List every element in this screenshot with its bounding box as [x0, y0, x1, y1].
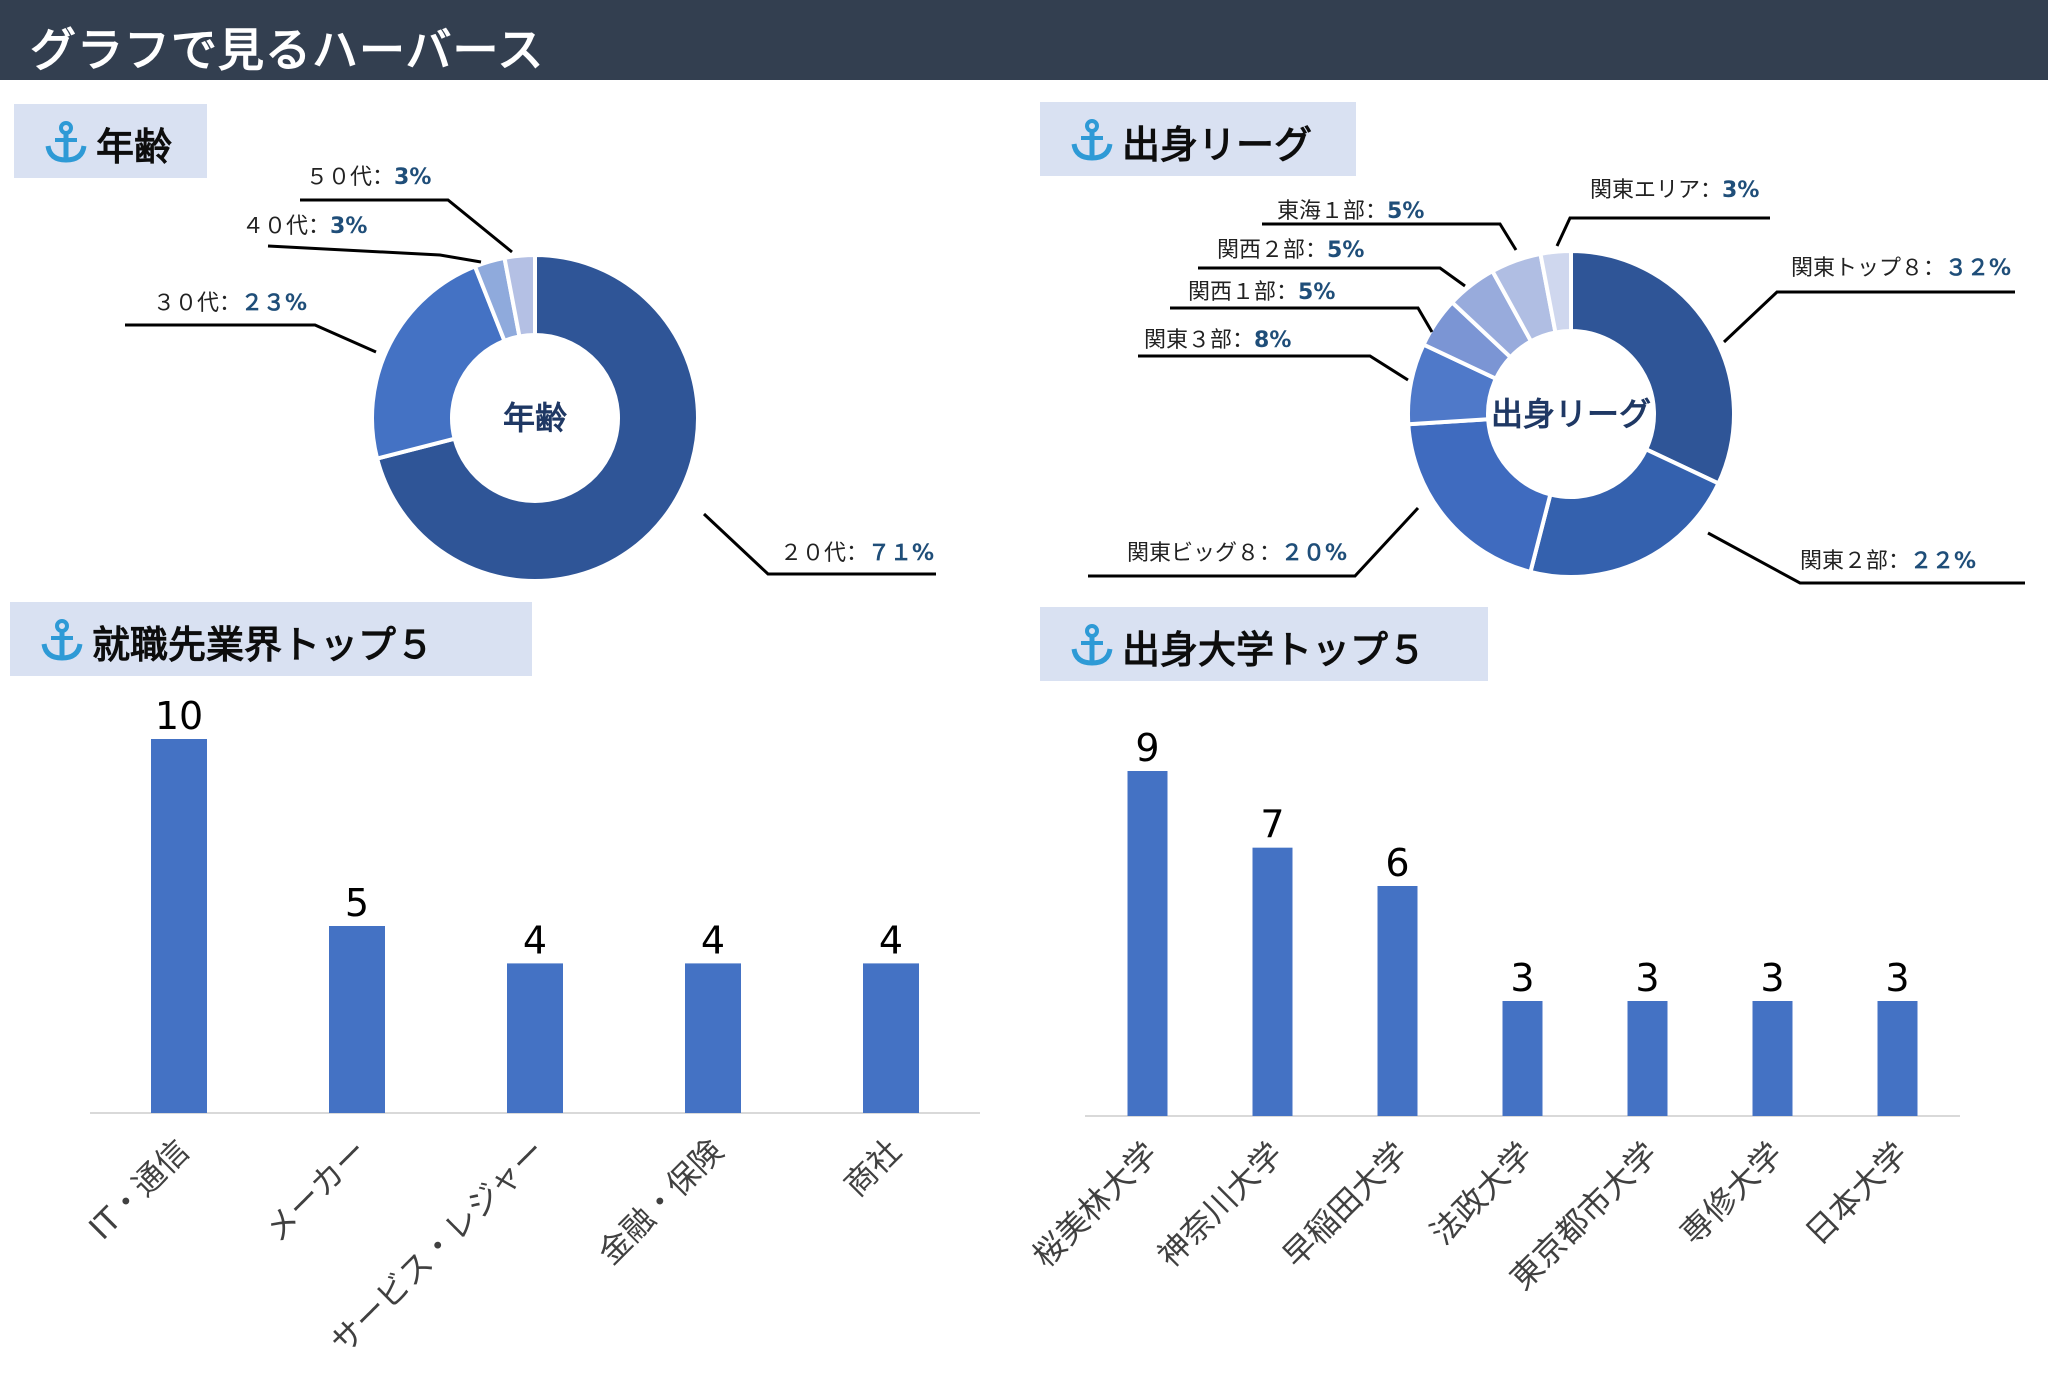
league-data-label: 関東ビッグ８：２０% [1127, 541, 1347, 566]
section-title-league: 出身リーグ [1122, 123, 1313, 167]
university-value-label: 3 [1760, 956, 1784, 1000]
age-slice [370, 263, 508, 461]
university-bar [1627, 1001, 1668, 1116]
university-category-label: 桜美林大学 [1025, 1135, 1165, 1275]
section-title-university: 出身大学トップ５ [1122, 628, 1427, 672]
industry-bar [329, 926, 385, 1113]
league-leader-line [1262, 222, 1518, 251]
league-leader-line [1170, 306, 1434, 333]
university-value-label: 3 [1885, 956, 1909, 1000]
university-bar [1377, 886, 1418, 1116]
university-bar [1752, 1001, 1793, 1116]
industry-category-label: 金融・保険 [591, 1132, 731, 1272]
league-leader-line [1198, 266, 1466, 288]
league-data-label: 関西２部：5% [1217, 238, 1364, 263]
industry-bar [507, 963, 563, 1113]
age-slice [374, 252, 700, 583]
industry-value-label: 10 [155, 694, 203, 738]
age-data-label: ３０代：２３% [153, 291, 307, 316]
university-value-label: 7 [1260, 803, 1284, 847]
section-label-industry: 就職先業界トップ５ [10, 602, 532, 676]
university-value-label: 3 [1635, 956, 1659, 1000]
age-leader-line [267, 244, 482, 264]
league-data-label: 関東３部：8% [1144, 328, 1291, 353]
age-data-label: ５０代：3% [306, 165, 431, 190]
university-category-label: 専修大学 [1673, 1135, 1790, 1252]
section-title-industry: 就職先業界トップ５ [92, 623, 435, 667]
league-slice [1528, 446, 1722, 580]
industry-category-label: 商社 [837, 1132, 909, 1204]
university-bar [1502, 1001, 1543, 1116]
industry-value-label: 4 [523, 918, 547, 962]
league-center-label: 出身リーグ [1491, 395, 1651, 433]
age-leader-line [702, 512, 936, 576]
anchor-icon [1071, 119, 1113, 161]
league-data-label: 東海１部：5% [1277, 199, 1424, 224]
university-bar [1127, 771, 1168, 1116]
league-data-label: 関東エリア：3% [1590, 178, 1759, 203]
university-value-label: 9 [1135, 726, 1159, 770]
section-label-league: 出身リーグ [1040, 102, 1356, 176]
university-category-label: 神奈川大学 [1150, 1135, 1290, 1275]
anchor-icon [45, 121, 87, 163]
league-leader-line [1707, 531, 2025, 585]
age-leader-line [125, 323, 377, 354]
university-category-label: 法政大学 [1423, 1135, 1540, 1252]
league-leader-line [1088, 506, 1420, 578]
industry-value-label: 4 [701, 918, 725, 962]
league-slice [1406, 417, 1553, 575]
league-data-label: 関東トップ８：３２% [1791, 256, 2011, 281]
age-slice [502, 252, 537, 339]
university-bar [1877, 1001, 1918, 1116]
age-data-label: ４０代：3% [242, 214, 367, 239]
page-title: グラフで見るハーバース [30, 23, 545, 77]
industry-bar [151, 739, 207, 1113]
league-leader-line [1555, 216, 1770, 247]
age-data-label: ２０代：７１% [780, 541, 934, 566]
section-label-age: 年齢 [14, 104, 207, 178]
anchor-icon [41, 619, 83, 661]
university-bar [1252, 847, 1293, 1116]
league-leader-line [1722, 290, 2015, 344]
industry-category-label: メーカー [257, 1132, 374, 1249]
university-value-label: 6 [1385, 841, 1409, 885]
anchor-icon [1071, 624, 1113, 666]
league-slice [1538, 248, 1573, 335]
industry-value-label: 4 [879, 918, 903, 962]
industry-value-label: 5 [345, 881, 369, 925]
league-slice [1569, 248, 1736, 487]
section-label-university: 出身大学トップ５ [1040, 607, 1488, 681]
age-leader-line [300, 198, 513, 254]
section-title-age: 年齢 [96, 125, 173, 169]
university-category-label: 日本大学 [1798, 1135, 1915, 1252]
age-center-label: 年齢 [503, 399, 567, 437]
industry-bar [863, 963, 919, 1113]
league-data-label: 関東２部：２２% [1800, 549, 1976, 574]
university-category-label: 早稲田大学 [1275, 1135, 1415, 1275]
university-value-label: 3 [1510, 956, 1534, 1000]
industry-bar [685, 963, 741, 1113]
league-data-label: 関西１部：5% [1188, 280, 1335, 305]
industry-category-label: IT・通信 [81, 1132, 196, 1247]
league-leader-line [1138, 354, 1409, 382]
page-header: グラフで見るハーバース [0, 0, 2048, 80]
